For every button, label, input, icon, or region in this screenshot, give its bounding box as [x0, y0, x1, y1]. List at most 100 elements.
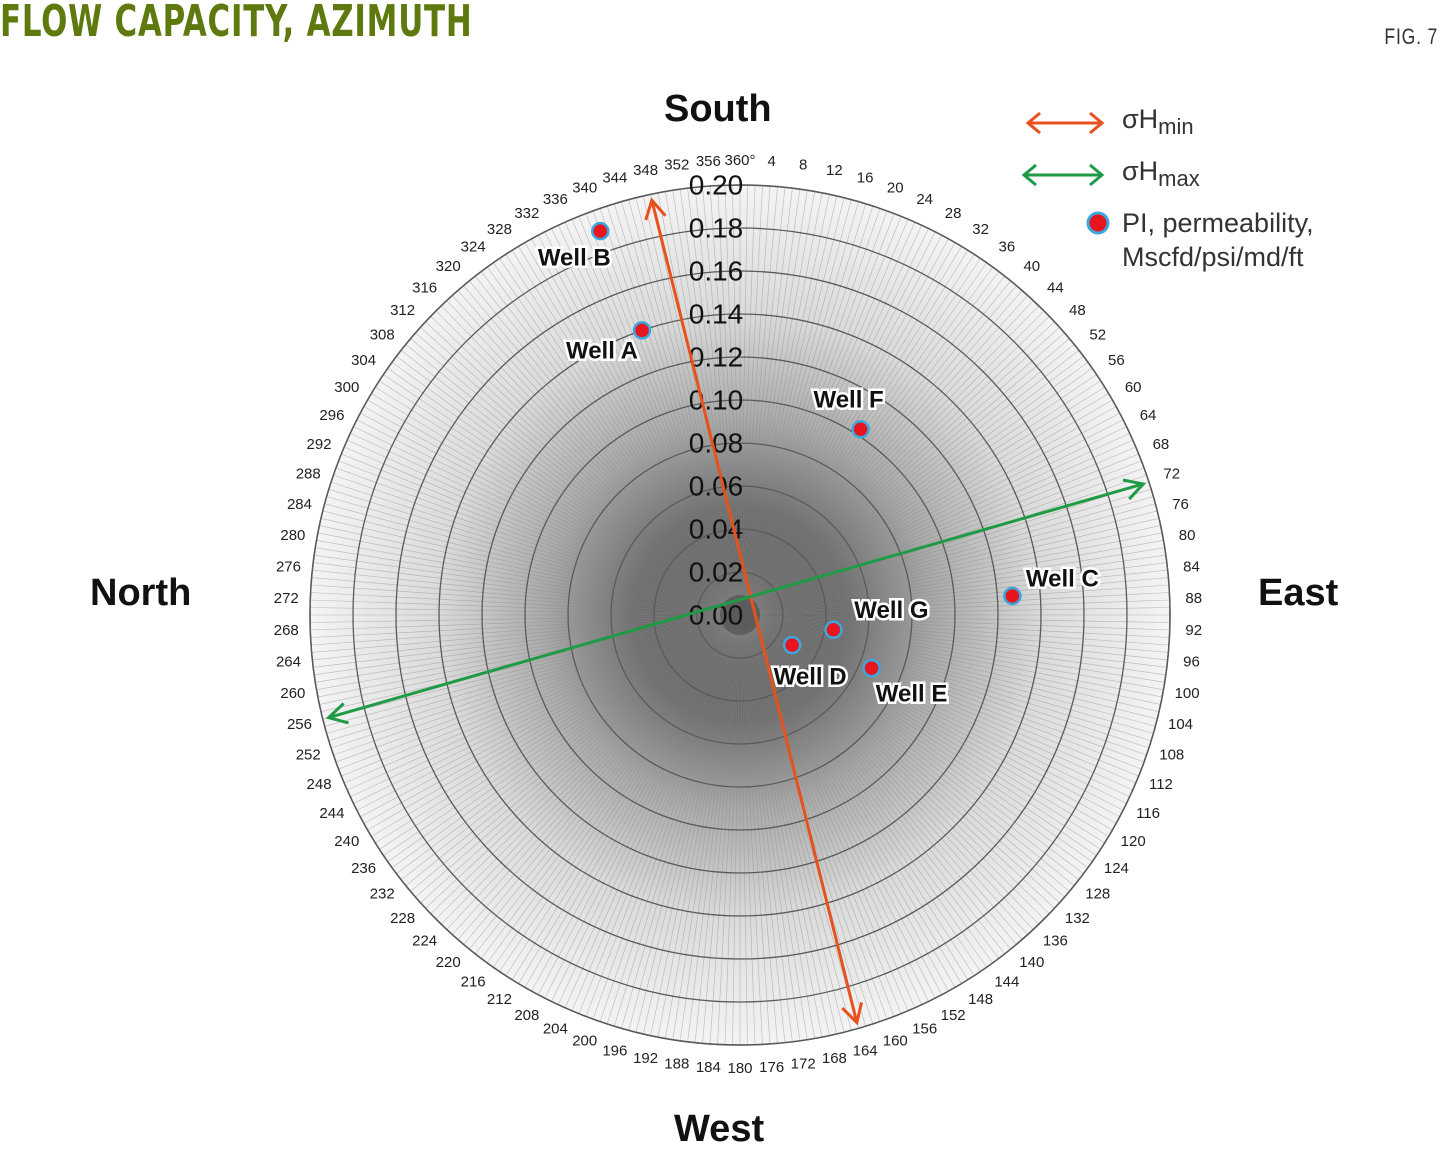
- angle-tick-label: 332: [514, 205, 539, 222]
- well-label: Well B: [538, 244, 611, 271]
- angle-tick-label: 92: [1185, 622, 1202, 639]
- angle-tick-label: 356: [696, 153, 721, 170]
- well-marker-icon[interactable]: [782, 635, 802, 655]
- legend: σHmin σHmax PI, permeability, Mscfd/psi/…: [1020, 98, 1440, 298]
- well-marker-icon[interactable]: [824, 620, 843, 640]
- angle-tick-label: 340: [572, 179, 597, 196]
- well-point[interactable]: Well D: [771, 635, 849, 693]
- angle-tick-label: 308: [370, 326, 395, 343]
- angle-tick-label: 324: [461, 239, 486, 256]
- well-point[interactable]: Well F: [811, 384, 886, 439]
- angle-tick-label: 80: [1179, 527, 1196, 544]
- angle-tick-label: 168: [822, 1050, 847, 1067]
- angle-tick-label: 28: [945, 205, 962, 222]
- angle-tick-label: 64: [1140, 407, 1157, 424]
- angle-tick-label: 304: [351, 352, 376, 369]
- angle-tick-label: 116: [1136, 805, 1160, 822]
- angle-tick-label: 320: [436, 258, 461, 275]
- well-marker-icon[interactable]: [632, 321, 652, 340]
- angle-tick-label: 48: [1069, 302, 1086, 319]
- angle-tick-label: 316: [412, 279, 437, 296]
- angle-tick-label: 220: [436, 954, 461, 971]
- compass-label-south: South: [664, 88, 772, 130]
- ring-gridlines: [309, 184, 1171, 1046]
- radial-tick-label: 0.06: [689, 470, 744, 501]
- angle-tick-label: 192: [633, 1050, 658, 1067]
- angle-tick-label: 268: [274, 622, 299, 639]
- angle-tick-label: 68: [1153, 436, 1170, 453]
- radial-tick-label: 0.02: [689, 556, 744, 587]
- compass-label-north: North: [90, 572, 192, 614]
- well-marker-icon[interactable]: [862, 658, 881, 678]
- well-label: Well D: [774, 663, 847, 690]
- angle-tick-label: 84: [1183, 559, 1200, 576]
- well-label: Well A: [566, 338, 638, 365]
- angle-tick-label: 216: [461, 973, 486, 990]
- angle-tick-label: 148: [968, 991, 993, 1008]
- well-point[interactable]: Well A: [563, 321, 652, 367]
- angle-tick-label: 336: [543, 191, 568, 208]
- angle-tick-label: 136: [1043, 933, 1068, 950]
- angle-tick-label: 100: [1175, 685, 1200, 702]
- angle-tick-label: 288: [296, 466, 321, 483]
- legend-label-sigma-hmin: σHmin: [1122, 104, 1194, 139]
- angle-tick-label: 76: [1172, 496, 1189, 513]
- angle-tick-label: 4: [767, 153, 775, 170]
- radial-tick-label: 0.16: [689, 255, 744, 286]
- angle-tick-label: 124: [1104, 860, 1129, 877]
- angle-tick-label: 140: [1019, 954, 1044, 971]
- angle-tick-label: 156: [912, 1021, 937, 1038]
- angle-tick-label: 276: [276, 559, 301, 576]
- angle-tick-label: 8: [799, 156, 807, 173]
- angle-tick-label: 108: [1159, 746, 1184, 763]
- well-marker-icon[interactable]: [1003, 586, 1022, 606]
- angle-tick-label: 260: [280, 685, 305, 702]
- angle-tick-label: 208: [514, 1007, 539, 1024]
- angle-tick-label: 188: [664, 1056, 689, 1073]
- well-marker-icon[interactable]: [591, 221, 610, 241]
- angle-tick-label: 96: [1183, 653, 1200, 670]
- angle-tick-label: 280: [280, 527, 305, 544]
- angle-tick-label: 128: [1085, 885, 1110, 902]
- radial-tick-label: 0.12: [689, 341, 744, 372]
- angle-tick-label: 344: [602, 170, 627, 187]
- angle-tick-label: 52: [1089, 326, 1106, 343]
- angle-tick-label: 236: [351, 860, 376, 877]
- angle-tick-label: 12: [826, 162, 843, 179]
- well-marker-icon[interactable]: [851, 420, 870, 439]
- compass-label-east: East: [1258, 572, 1339, 614]
- angle-tick-label: 32: [972, 221, 989, 238]
- angle-tick-label: 232: [370, 885, 395, 902]
- angle-tick-label: 44: [1047, 279, 1064, 296]
- angle-tick-label: 248: [307, 776, 332, 793]
- angle-tick-label: 252: [296, 746, 321, 763]
- angle-tick-label: 300: [334, 379, 359, 396]
- angle-tick-label: 132: [1065, 910, 1090, 927]
- angle-tick-label: 152: [941, 1007, 966, 1024]
- well-point[interactable]: Well C: [1003, 563, 1101, 606]
- angle-tick-label: 352: [664, 156, 689, 173]
- angle-tick-label: 60: [1125, 379, 1142, 396]
- well-points: Well A Well B Well C Well D Well E Well F Well…: [535, 221, 1101, 710]
- angle-tick-label: 196: [602, 1042, 627, 1059]
- well-point[interactable]: Well E: [862, 658, 950, 710]
- angle-tick-label: 240: [334, 833, 359, 850]
- well-label: Well F: [813, 387, 883, 414]
- well-point[interactable]: Well B: [535, 221, 613, 274]
- angle-tick-label: 20: [887, 179, 904, 196]
- angle-tick-label: 164: [853, 1042, 878, 1059]
- well-point[interactable]: Well G: [824, 595, 931, 640]
- well-label: Well C: [1026, 565, 1099, 592]
- angle-tick-label: 16: [857, 170, 874, 187]
- stress-arrow-hmax: [325, 478, 1147, 725]
- angle-tick-label: 296: [319, 407, 344, 424]
- angle-tick-label: 328: [487, 221, 512, 238]
- angle-tick-label: 224: [412, 933, 437, 950]
- angle-tick-label: 212: [487, 991, 512, 1008]
- angle-tick-label: 256: [287, 716, 312, 733]
- angle-tick-label: 72: [1163, 466, 1180, 483]
- angle-tick-label: 312: [390, 302, 415, 319]
- angle-tick-label: 244: [319, 805, 344, 822]
- angle-tick-label: 272: [274, 590, 299, 607]
- green-double-arrow-icon: [1021, 163, 1105, 187]
